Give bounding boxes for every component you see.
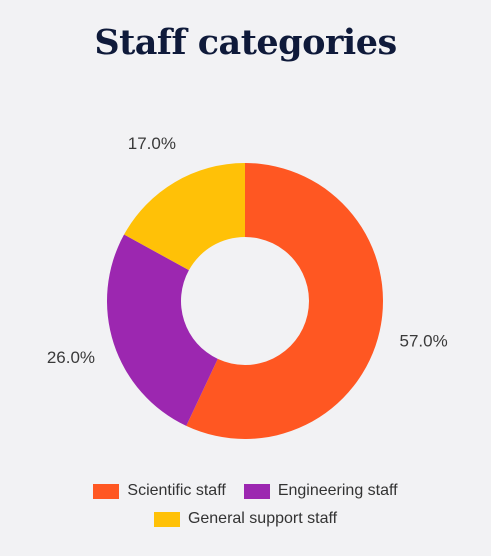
legend-label-scientific-staff: Scientific staff xyxy=(127,482,226,499)
legend-label-engineering-staff: Engineering staff xyxy=(277,482,398,499)
slice-general-support-staff[interactable] xyxy=(124,163,245,271)
legend: Scientific staff Engineering staff Gener… xyxy=(0,478,491,534)
legend-row: General support staff xyxy=(0,506,491,532)
legend-swatch-general-support-staff xyxy=(153,511,180,527)
legend-item-scientific-staff[interactable]: Scientific staff xyxy=(93,482,226,500)
slice-scientific-staff[interactable] xyxy=(186,163,384,440)
legend-swatch-scientific-staff xyxy=(93,483,120,499)
legend-item-general-support-staff[interactable]: General support staff xyxy=(153,510,338,528)
data-label-scientific-staff: 57.0% xyxy=(399,331,447,350)
legend-swatch-engineering-staff xyxy=(243,483,270,499)
legend-item-engineering-staff[interactable]: Engineering staff xyxy=(243,482,398,500)
slice-engineering-staff[interactable] xyxy=(107,234,218,426)
data-label-general-support-staff: 17.0% xyxy=(128,134,176,153)
chart-title: Staff categories xyxy=(94,22,397,63)
legend-label-general-support-staff: General support staff xyxy=(187,510,338,527)
donut-chart: 57.0% 26.0% 17.0% xyxy=(47,134,448,440)
data-label-engineering-staff: 26.0% xyxy=(47,348,95,367)
legend-row: Scientific staff Engineering staff xyxy=(0,478,491,504)
